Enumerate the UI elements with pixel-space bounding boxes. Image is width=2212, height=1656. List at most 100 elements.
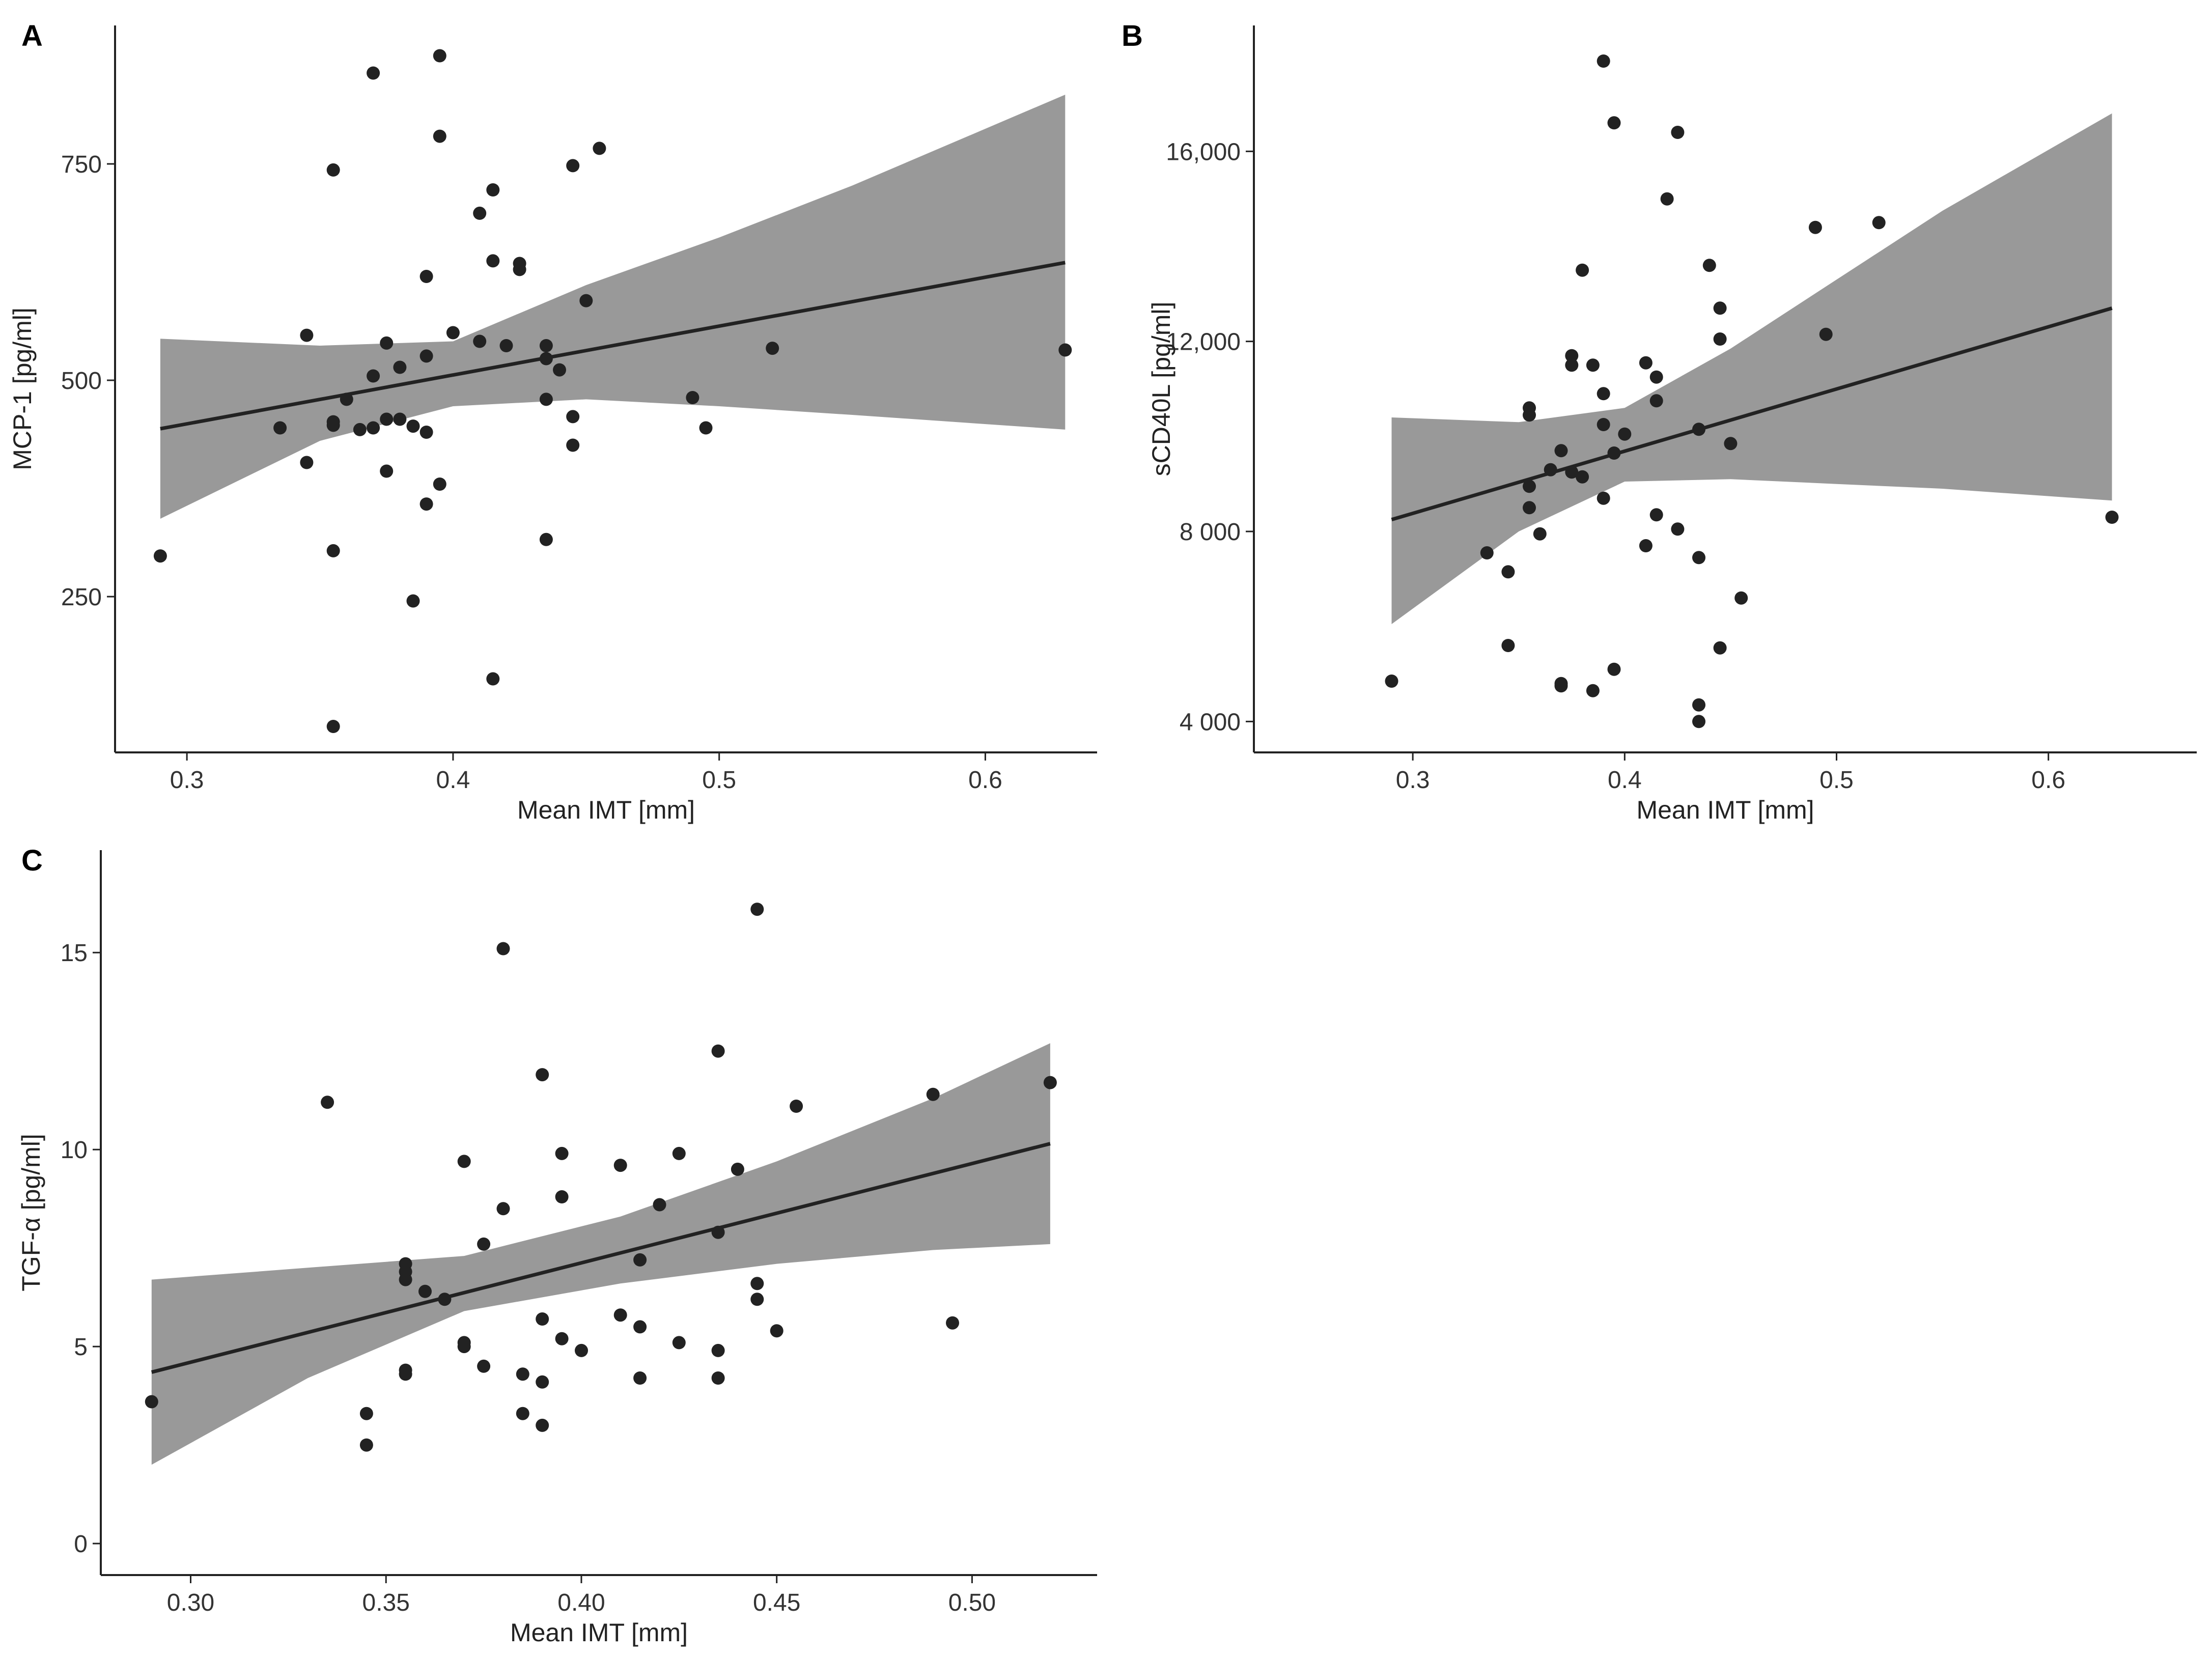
data-point — [367, 369, 380, 383]
confidence-band — [151, 1043, 1050, 1465]
data-point — [380, 336, 394, 350]
data-point — [406, 594, 420, 608]
data-point — [359, 1407, 373, 1420]
panel-c: C 0.30 0.35 0.40 0.45 0.50 0 5 10 15 Mean IMT [mm]… — [17, 844, 1097, 1647]
x-tick-label: 0.35 — [362, 1589, 410, 1616]
data-point — [300, 456, 314, 469]
data-point — [1808, 220, 1822, 234]
data-point — [359, 1438, 373, 1452]
data-point — [593, 142, 606, 155]
data-point — [613, 1159, 627, 1172]
x-axis-title: Mean IMT [mm] — [517, 796, 695, 824]
x-tick-label: 0.50 — [948, 1589, 996, 1616]
panel-label: A — [21, 19, 43, 52]
data-point — [1597, 491, 1610, 505]
data-point — [438, 1293, 452, 1306]
x-axis-title: Mean IMT [mm] — [1636, 796, 1814, 824]
data-point — [1523, 480, 1536, 493]
data-point — [477, 1359, 491, 1373]
data-point — [1671, 126, 1685, 139]
data-point — [1544, 463, 1557, 476]
data-point — [1607, 446, 1621, 460]
data-point — [1607, 662, 1621, 676]
panel-label: B — [1122, 19, 1143, 52]
data-point — [1660, 192, 1674, 206]
data-point — [1385, 675, 1398, 688]
data-point — [406, 419, 420, 433]
x-tick-label: 0.45 — [753, 1589, 800, 1616]
x-tick-label: 0.40 — [557, 1589, 605, 1616]
data-point — [353, 423, 367, 436]
data-point — [711, 1044, 725, 1058]
data-point — [1501, 639, 1515, 652]
panel-label: C — [21, 844, 43, 877]
data-point — [496, 942, 510, 956]
y-tick-label: 12,000 — [1166, 329, 1241, 356]
data-point — [380, 412, 394, 426]
confidence-band — [1391, 113, 2112, 624]
data-point — [1523, 408, 1536, 422]
data-point — [555, 1190, 569, 1203]
data-point — [1724, 437, 1738, 451]
x-tick-label: 0.4 — [1608, 767, 1642, 794]
data-point — [1649, 394, 1663, 408]
data-point — [553, 363, 566, 377]
data-point — [340, 392, 353, 406]
data-point — [536, 1068, 549, 1082]
data-point — [321, 1096, 334, 1109]
data-point — [1058, 343, 1072, 357]
data-point — [1872, 216, 1886, 230]
data-point — [419, 270, 433, 283]
data-point — [711, 1225, 725, 1239]
data-point — [457, 1340, 471, 1354]
data-point — [326, 415, 340, 429]
data-point — [1523, 501, 1536, 515]
data-point — [446, 326, 460, 340]
data-point — [1692, 698, 1705, 712]
y-tick-label: 10 — [61, 1137, 88, 1164]
data-point — [419, 349, 433, 363]
data-point — [1586, 358, 1600, 372]
y-tick-label: 250 — [61, 584, 102, 611]
data-point — [153, 549, 167, 563]
data-point — [926, 1087, 940, 1101]
data-point — [770, 1324, 783, 1338]
panel-a: A 0.3 0.4 0.5 0.6 250 500 750 Mean IMT [mm] MCP-1… — [8, 19, 1097, 824]
data-point — [1586, 684, 1600, 697]
data-point — [1565, 349, 1579, 362]
y-tick-label: 5 — [74, 1334, 88, 1361]
data-point — [711, 1343, 725, 1357]
y-axis-title: MCP-1 [pg/ml] — [8, 307, 37, 470]
data-point — [399, 1367, 412, 1381]
data-point — [633, 1371, 647, 1385]
data-point — [1597, 54, 1610, 68]
data-point — [433, 129, 446, 143]
y-tick-label: 8 000 — [1180, 519, 1241, 546]
data-point — [499, 339, 513, 352]
data-point — [326, 163, 340, 177]
data-point — [539, 352, 553, 366]
x-tick-label: 0.30 — [167, 1589, 214, 1616]
data-point — [566, 438, 580, 452]
data-point — [1639, 539, 1653, 552]
data-point — [273, 421, 287, 435]
x-tick-label: 0.5 — [702, 767, 736, 794]
data-point — [536, 1312, 549, 1326]
data-point — [539, 392, 553, 406]
data-point — [1501, 565, 1515, 579]
data-point — [473, 206, 487, 220]
x-tick-label: 0.4 — [436, 767, 470, 794]
data-point — [1734, 591, 1748, 605]
data-point — [566, 410, 580, 424]
x-tick-label: 0.3 — [1396, 767, 1430, 794]
data-point — [418, 1284, 432, 1298]
y-tick-label: 0 — [74, 1531, 88, 1558]
data-point — [1692, 715, 1705, 728]
data-point — [613, 1308, 627, 1322]
x-axis-title: Mean IMT [mm] — [510, 1618, 688, 1647]
data-point — [419, 426, 433, 439]
y-tick-label: 750 — [61, 151, 102, 178]
data-point — [367, 66, 380, 80]
data-point — [555, 1332, 569, 1345]
